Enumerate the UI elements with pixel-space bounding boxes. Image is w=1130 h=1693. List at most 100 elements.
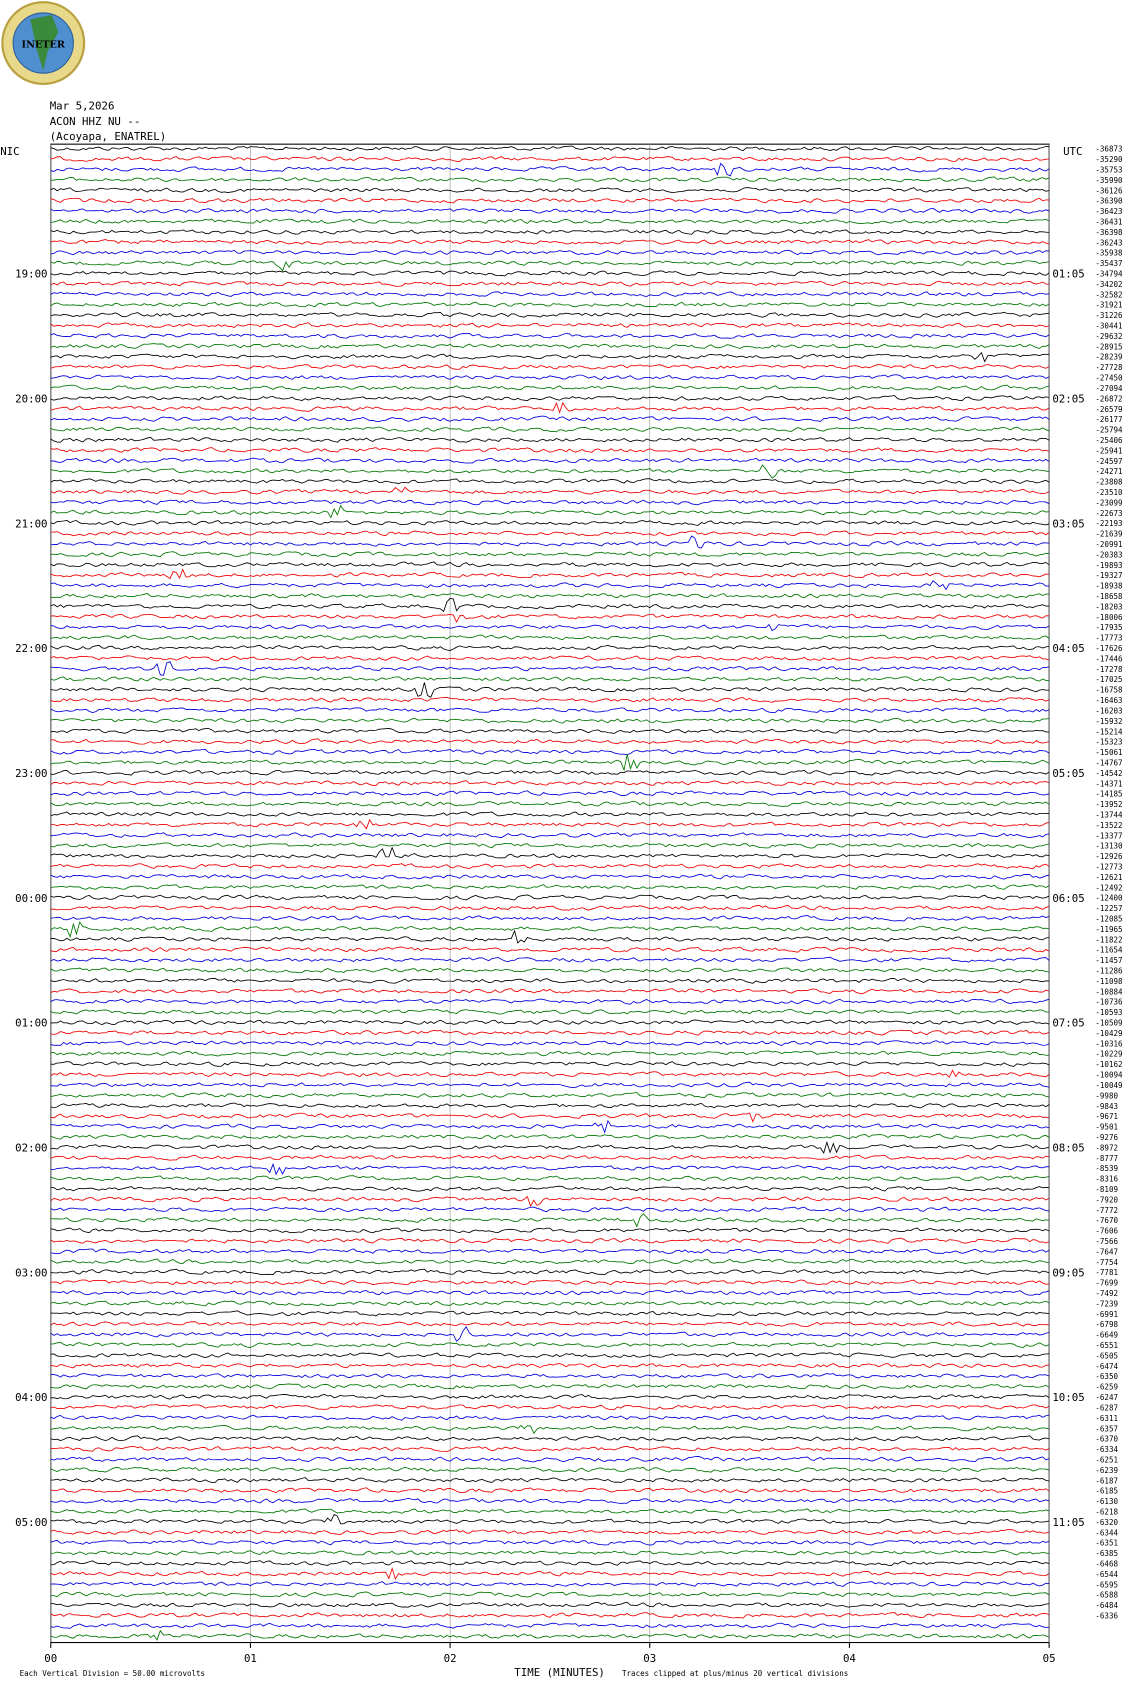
- trace: [50, 946, 1050, 953]
- row-offset: -34202: [1095, 280, 1122, 289]
- trace: [50, 967, 1050, 974]
- row-offset: -36431: [1095, 218, 1123, 227]
- left-axis-label: NIC: [0, 145, 19, 158]
- trace: [50, 145, 1050, 152]
- row-offset: -34794: [1095, 270, 1123, 279]
- row-offset: -22193: [1095, 519, 1122, 528]
- trace: [50, 1591, 1050, 1598]
- trace: [50, 696, 1050, 703]
- trace: [50, 447, 1050, 453]
- trace: [50, 1310, 1050, 1317]
- trace: [50, 846, 1050, 859]
- logo-text: INETER: [22, 39, 66, 50]
- trace: [50, 1529, 1050, 1535]
- row-offset: -7670: [1095, 1216, 1118, 1225]
- trace: [50, 162, 1050, 177]
- row-offset: -35753: [1095, 165, 1122, 174]
- row-offset: -25941: [1095, 446, 1123, 455]
- row-offset: -17773: [1095, 634, 1122, 643]
- row-offset: -22673: [1095, 509, 1122, 518]
- trace: [50, 613, 1050, 624]
- trace: [50, 1566, 1050, 1580]
- trace: [50, 1601, 1050, 1608]
- trace: [50, 1175, 1050, 1182]
- trace: [50, 1321, 1050, 1327]
- trace: [50, 291, 1050, 297]
- trace: [50, 343, 1050, 350]
- trace: [50, 1477, 1050, 1483]
- trace: [50, 1513, 1050, 1525]
- trace: [50, 707, 1050, 714]
- row-offset: -26579: [1095, 405, 1123, 414]
- trace: [50, 1258, 1050, 1265]
- trace: [50, 929, 1050, 944]
- trace: [50, 504, 1050, 519]
- row-offset: -15932: [1095, 717, 1122, 726]
- trace: [50, 551, 1050, 558]
- row-offset: -6251: [1095, 1455, 1118, 1464]
- row-offset: -15061: [1095, 748, 1123, 757]
- row-offset: -9980: [1095, 1091, 1118, 1100]
- trace: [50, 580, 1050, 591]
- row-offset: -13377: [1095, 831, 1122, 840]
- row-offset: -18658: [1095, 592, 1123, 601]
- x-tick-label: 02: [444, 1652, 457, 1665]
- trace: [50, 884, 1050, 890]
- row-offset: -6484: [1095, 1601, 1118, 1610]
- trace: [50, 800, 1050, 807]
- right-time-label: 08:05: [1052, 1141, 1084, 1154]
- trace: [50, 1466, 1050, 1473]
- row-offset: -24597: [1095, 457, 1122, 466]
- row-offset: -10094: [1095, 1071, 1123, 1080]
- row-offset: -6351: [1095, 1539, 1118, 1548]
- trace: [50, 842, 1050, 849]
- row-offset: -25794: [1095, 426, 1123, 435]
- trace: [50, 1185, 1050, 1192]
- row-offset: -32582: [1095, 290, 1122, 299]
- trace: [50, 915, 1050, 922]
- trace: [50, 754, 1050, 772]
- trace: [50, 988, 1050, 995]
- row-offset: -16463: [1095, 696, 1122, 705]
- trace: [50, 351, 1050, 363]
- left-time-label: 21:00: [15, 517, 47, 530]
- trace: [50, 1539, 1050, 1546]
- row-offset: -36243: [1095, 238, 1122, 247]
- trace: [50, 769, 1050, 776]
- trace: [50, 535, 1050, 549]
- row-offset: -15323: [1095, 738, 1122, 747]
- row-offset: -19327: [1095, 571, 1122, 580]
- row-offset: -14371: [1095, 779, 1123, 788]
- row-offset: -6334: [1095, 1445, 1118, 1454]
- row-offset: -7492: [1095, 1289, 1118, 1298]
- row-offset: -6239: [1095, 1466, 1118, 1475]
- trace: [50, 1133, 1050, 1140]
- trace: [50, 1162, 1050, 1176]
- row-offset: -6336: [1095, 1612, 1118, 1621]
- row-offset: -7920: [1095, 1195, 1118, 1204]
- trace: [50, 661, 1050, 676]
- trace: [50, 156, 1050, 162]
- trace: [50, 187, 1050, 194]
- x-axis-label: TIME (MINUTES): [514, 1666, 605, 1679]
- trace: [50, 873, 1050, 880]
- row-offset: -6311: [1095, 1414, 1118, 1423]
- trace: [50, 1112, 1050, 1123]
- station: ACON HHZ NU --: [50, 115, 141, 128]
- trace: [50, 655, 1050, 662]
- trace: [50, 1629, 1050, 1641]
- row-offset: -23808: [1095, 478, 1123, 487]
- trace: [50, 239, 1050, 245]
- row-offset: -10884: [1095, 987, 1123, 996]
- trace: [50, 270, 1050, 277]
- trace: [50, 1508, 1050, 1514]
- trace: [50, 436, 1050, 443]
- trace: [50, 1383, 1050, 1390]
- trace: [50, 811, 1050, 817]
- row-offset: -6474: [1095, 1362, 1118, 1371]
- trace: [50, 832, 1050, 838]
- row-offset: -15214: [1095, 727, 1123, 736]
- trace: [50, 176, 1050, 183]
- trace: [50, 1268, 1050, 1276]
